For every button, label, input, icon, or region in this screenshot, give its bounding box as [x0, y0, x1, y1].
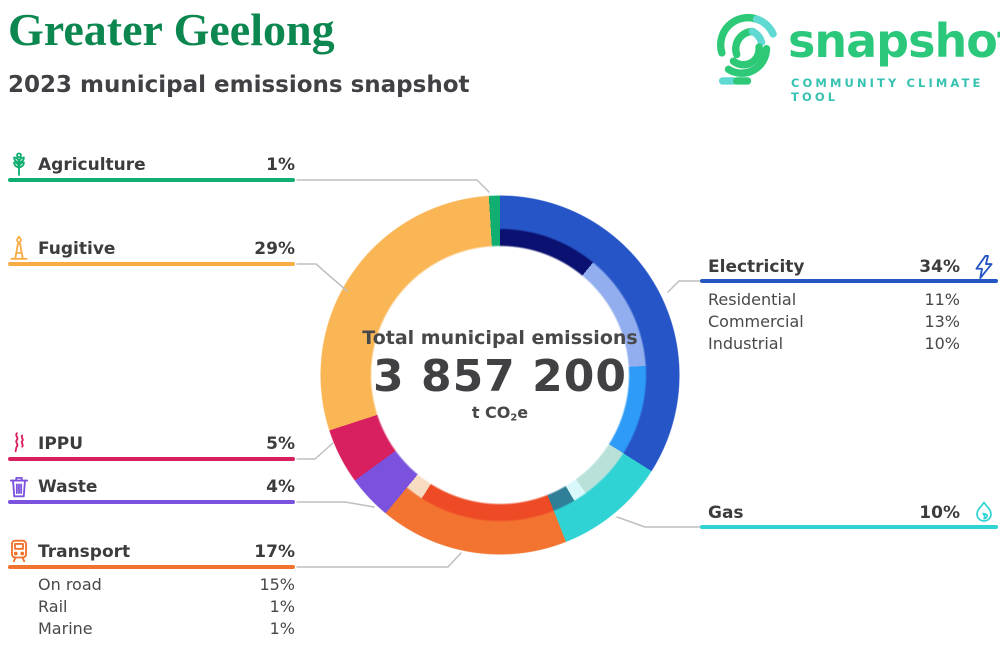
sector-percent: 34%	[919, 257, 960, 277]
connector-transport	[296, 552, 462, 568]
subsector-label: Residential	[708, 290, 797, 309]
sector-percent: 10%	[919, 503, 960, 523]
subsector-label: Marine	[38, 619, 93, 638]
transport-train-icon	[6, 538, 34, 566]
legend-row-waste: Waste 4%	[6, 474, 298, 500]
sector-percent: 5%	[266, 434, 295, 454]
sector-label: Electricity	[708, 257, 805, 277]
legend-row-transport: Transport 17%	[6, 539, 298, 565]
emissions-donut-chart: Total municipal emissions 3 857 200 t CO…	[320, 195, 680, 555]
underline-fugitive	[8, 262, 295, 266]
snapshot-logo-tagline: COMMUNITY CLIMATE TOOL	[791, 76, 984, 104]
page-title: Greater Geelong	[8, 4, 335, 55]
donut-center-text: Total municipal emissions 3 857 200 t CO…	[320, 195, 680, 555]
subsector-row-residential: Residential 11%	[700, 289, 998, 311]
legend-row-electricity: Electricity 34%	[700, 254, 998, 280]
subsector-percent: 10%	[924, 334, 960, 353]
page-subtitle: 2023 municipal emissions snapshot	[8, 72, 470, 98]
unit-subscript: 2	[510, 412, 518, 424]
subsector-row-marine: Marine 1%	[6, 618, 298, 640]
snapshot-logo-icon	[712, 4, 778, 100]
subsector-row-on-road: On road 15%	[6, 574, 298, 596]
sector-label: IPPU	[38, 434, 84, 454]
sector-percent: 17%	[254, 542, 295, 562]
subsector-row-commercial: Commercial 13%	[700, 311, 998, 333]
subsector-row-rail: Rail 1%	[6, 596, 298, 618]
subsector-percent: 1%	[269, 597, 295, 616]
sector-label: Fugitive	[38, 239, 116, 259]
underline-agriculture	[8, 178, 295, 182]
donut-center-label: Total municipal emissions	[362, 326, 638, 349]
gas-flame-icon	[970, 499, 998, 527]
underline-ippu	[8, 457, 295, 461]
ippu-smoke-icon	[6, 430, 34, 458]
unit-prefix: t CO	[471, 402, 511, 422]
legend-row-fugitive: Fugitive 29%	[6, 235, 298, 263]
subsector-label: Rail	[38, 597, 68, 616]
waste-trash-icon	[6, 473, 34, 501]
sector-label: Waste	[38, 477, 98, 497]
legend-row-ippu: IPPU 5%	[6, 431, 298, 457]
agriculture-wheat-icon	[6, 151, 34, 179]
legend-row-gas: Gas 10%	[700, 500, 998, 526]
subsector-label: Commercial	[708, 312, 804, 331]
underline-waste	[8, 500, 295, 504]
connector-agriculture	[296, 179, 490, 193]
sector-percent: 1%	[266, 155, 295, 175]
underline-gas	[700, 525, 998, 529]
subsector-label: Industrial	[708, 334, 784, 353]
donut-inner-ring	[320, 195, 680, 555]
subsector-percent: 1%	[269, 619, 295, 638]
underline-electricity	[700, 279, 998, 283]
sector-label: Agriculture	[38, 155, 146, 175]
legend-row-agriculture: Agriculture 1%	[6, 152, 298, 178]
donut-units: t CO2e	[472, 403, 528, 423]
donut-total-value: 3 857 200	[373, 350, 627, 402]
electricity-bolt-icon	[970, 253, 998, 281]
sector-label: Transport	[38, 542, 131, 562]
subsector-percent: 15%	[259, 575, 295, 594]
subsector-percent: 13%	[924, 312, 960, 331]
sector-percent: 29%	[254, 239, 295, 259]
subsector-percent: 11%	[924, 290, 960, 309]
snapshot-logo-wordmark: snapshot	[788, 14, 1000, 68]
sector-percent: 4%	[266, 477, 295, 497]
unit-suffix: e	[517, 402, 529, 422]
sector-label: Gas	[708, 503, 744, 523]
fugitive-flare-icon	[6, 235, 34, 263]
subsector-label: On road	[38, 575, 102, 594]
underline-transport	[8, 565, 295, 569]
subsector-row-industrial: Industrial 10%	[700, 333, 998, 355]
